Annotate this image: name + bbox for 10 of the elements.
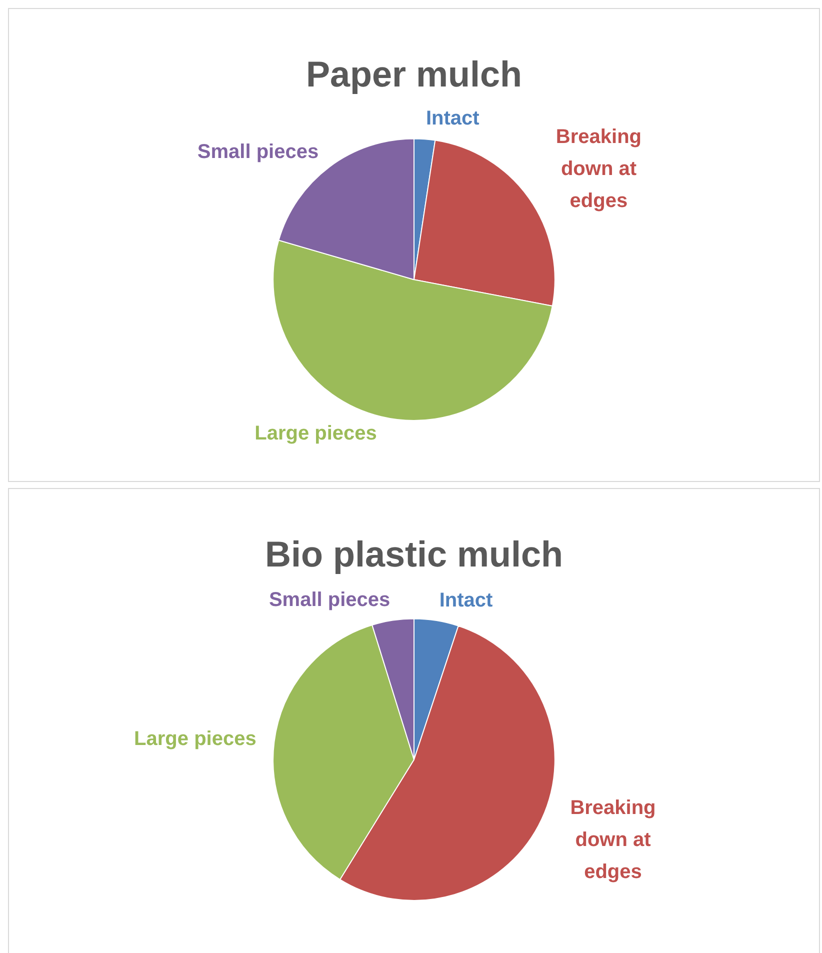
slice-label: Breaking down at edges: [556, 126, 642, 212]
slice-label: Large pieces: [134, 728, 256, 750]
chart-title: Bio plastic mulch: [264, 534, 564, 575]
slice-label: Intact: [439, 589, 494, 612]
slice-label: Small pieces: [197, 141, 319, 164]
slice-label: Intact: [426, 108, 480, 130]
slice-label: Large pieces: [254, 422, 377, 445]
slice-label: Small pieces: [268, 589, 390, 612]
chart-title: Paper mulch: [306, 54, 522, 95]
slice-label: Breaking down at edges: [570, 796, 656, 883]
